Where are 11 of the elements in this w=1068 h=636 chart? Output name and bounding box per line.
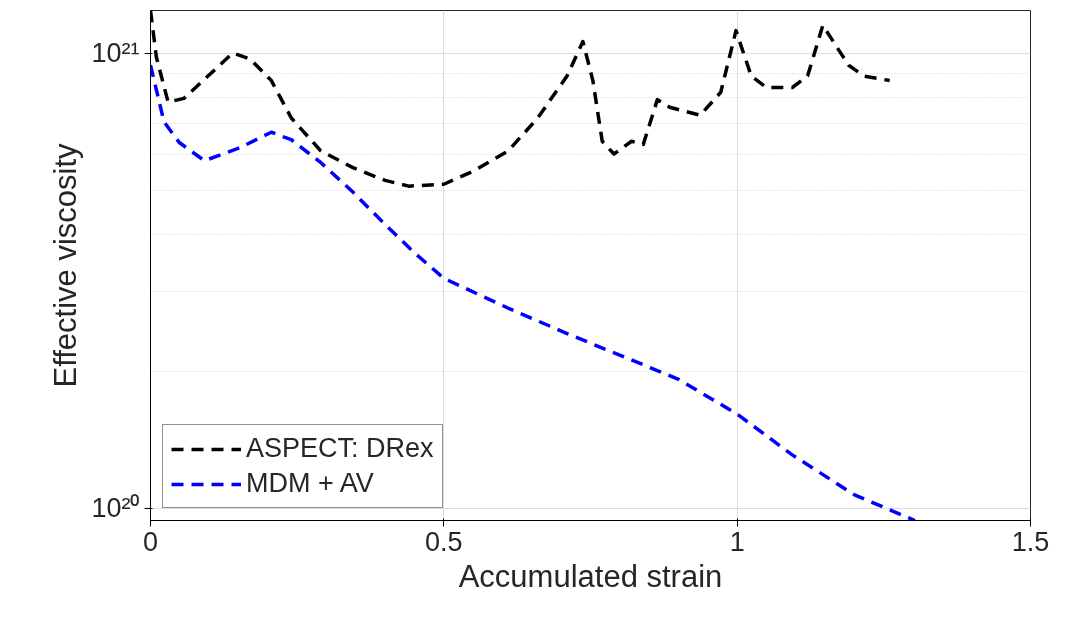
y-tick-label: 10²⁰: [91, 493, 140, 524]
x-tick-label: 1.5: [1011, 526, 1050, 557]
x-tick-label: 0.5: [425, 526, 463, 557]
x-tick-label: 0: [142, 526, 159, 557]
line-series: [150, 63, 917, 521]
y-axis-title: Effective viscosity: [48, 142, 84, 388]
legend-label: MDM + AV: [246, 468, 374, 499]
x-axis-title: Accumulated strain: [458, 558, 723, 594]
legend-label: ASPECT: DRex: [246, 433, 434, 464]
x-tick-label: 1: [729, 526, 745, 557]
y-tick-label: 10²¹: [91, 38, 140, 69]
